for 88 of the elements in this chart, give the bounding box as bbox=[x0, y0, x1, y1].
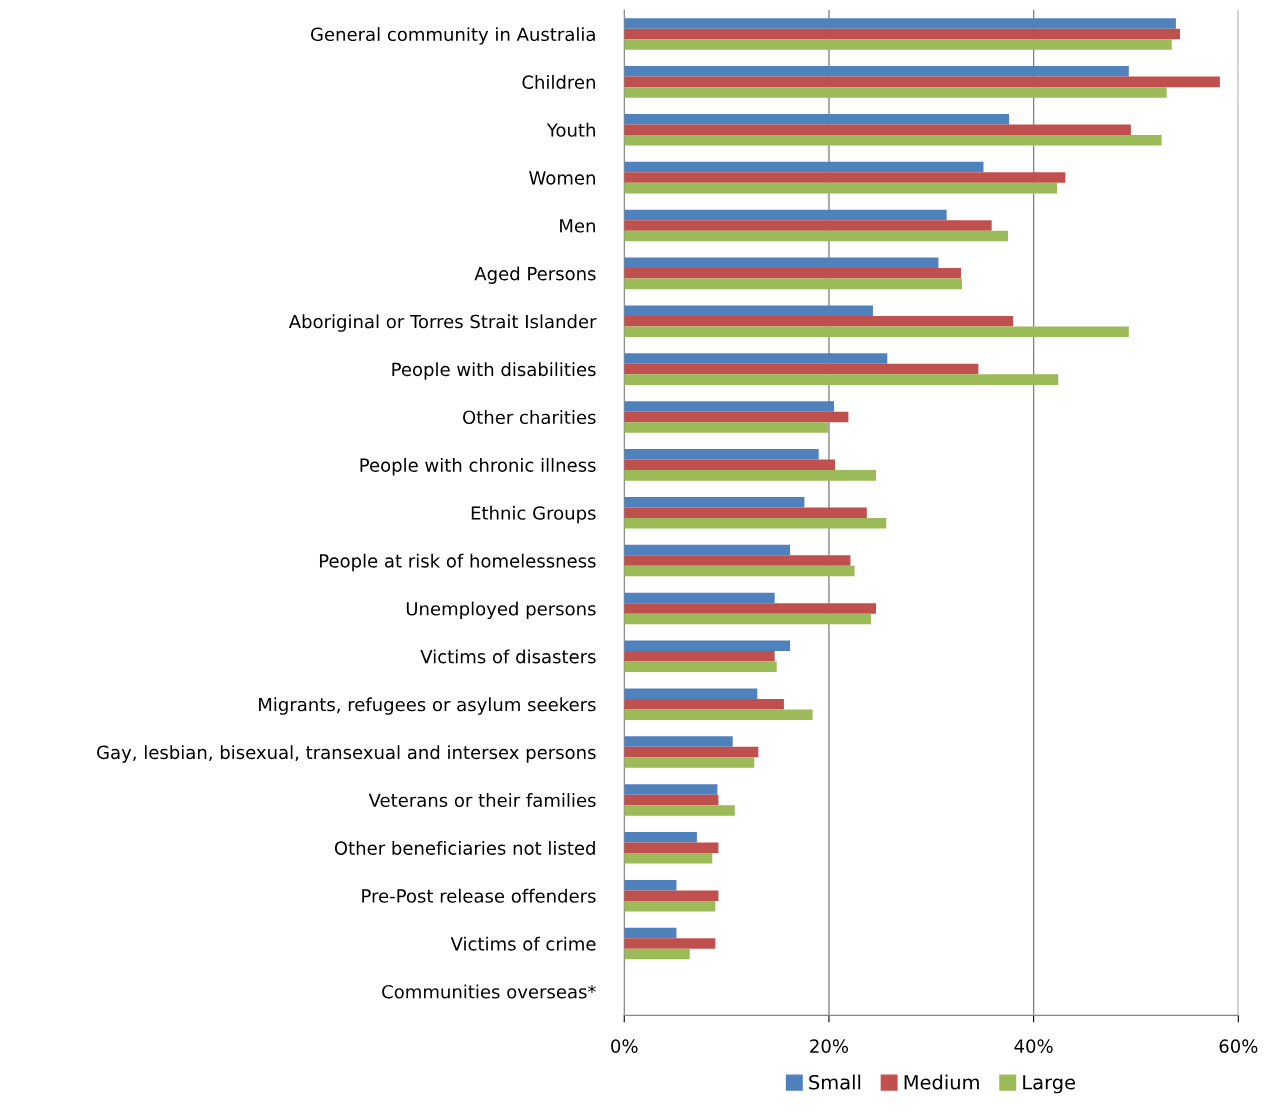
bar bbox=[624, 507, 867, 518]
bar bbox=[624, 230, 1009, 242]
bar bbox=[624, 411, 849, 423]
bar bbox=[624, 76, 1220, 88]
bar bbox=[624, 565, 855, 577]
legend-label: Medium bbox=[904, 1074, 979, 1090]
y-tick-label: Aboriginal or Torres Strait Islander bbox=[288, 314, 597, 332]
legend-label: Large bbox=[1023, 1075, 1076, 1094]
bar bbox=[624, 257, 939, 269]
bar bbox=[624, 326, 1129, 338]
bar bbox=[624, 592, 775, 604]
bar bbox=[624, 709, 813, 720]
x-tick-label: 0% bbox=[611, 1039, 638, 1053]
bar bbox=[624, 613, 871, 625]
y-tick-label: Unemployed persons bbox=[406, 601, 596, 620]
bar bbox=[624, 268, 961, 279]
x-tick-label: 40% bbox=[1014, 1039, 1053, 1053]
bar bbox=[624, 66, 1129, 77]
bar bbox=[624, 640, 791, 652]
bar bbox=[624, 459, 836, 471]
y-tick-label: People at risk of homelessness bbox=[319, 553, 596, 572]
bar bbox=[624, 401, 835, 412]
bar bbox=[624, 135, 1162, 146]
x-tick-label: 20% bbox=[810, 1039, 849, 1053]
bar bbox=[624, 890, 719, 901]
bar bbox=[624, 688, 758, 699]
bar bbox=[624, 517, 887, 529]
y-tick-label: Women bbox=[529, 171, 595, 185]
bar bbox=[624, 805, 735, 816]
bar bbox=[624, 603, 877, 614]
bar bbox=[624, 113, 1010, 125]
bar bbox=[624, 374, 1059, 385]
y-tick-label: Victims of crime bbox=[450, 936, 596, 951]
y-tick-label: Children bbox=[522, 75, 595, 89]
bar bbox=[624, 661, 777, 673]
bar bbox=[624, 842, 719, 854]
y-tick-label: Victims of disasters bbox=[420, 649, 596, 664]
y-tick-label: Other charities bbox=[463, 410, 596, 425]
bar bbox=[624, 938, 716, 949]
legend-label: Small bbox=[809, 1074, 861, 1090]
y-tick-label: Other beneficiaries not listed bbox=[334, 840, 595, 855]
x-tick-label: 60% bbox=[1219, 1039, 1258, 1053]
bar bbox=[624, 736, 733, 747]
bar bbox=[624, 927, 677, 939]
bar bbox=[624, 832, 697, 843]
bar bbox=[624, 172, 1066, 183]
bar bbox=[624, 220, 992, 231]
bar bbox=[624, 784, 718, 795]
y-tick-label: Migrants, refugees or asylum seekers bbox=[259, 697, 596, 715]
bar bbox=[624, 209, 947, 221]
bar bbox=[624, 746, 759, 758]
y-tick-label: Gay, lesbian, bisexual, transexual and intersex persons bbox=[97, 745, 596, 763]
bar bbox=[624, 879, 677, 891]
y-tick-label: Pre-Post release offenders bbox=[362, 888, 596, 903]
bar bbox=[624, 544, 791, 556]
y-tick-label: People with chronic illness bbox=[360, 457, 596, 476]
bar bbox=[624, 87, 1167, 98]
bar bbox=[624, 900, 716, 912]
bar bbox=[624, 794, 719, 806]
bar bbox=[624, 948, 690, 960]
bar bbox=[624, 39, 1172, 50]
bar bbox=[624, 28, 1180, 40]
y-tick-label: Men bbox=[560, 219, 595, 233]
y-tick-label: Ethnic Groups bbox=[471, 505, 596, 524]
y-tick-label: Aged Persons bbox=[474, 266, 596, 284]
bar bbox=[624, 757, 755, 768]
bar bbox=[624, 555, 851, 566]
bar bbox=[624, 363, 979, 375]
bar bbox=[624, 18, 1176, 29]
bar bbox=[624, 470, 877, 481]
y-tick-label: People with disabilities bbox=[392, 362, 596, 380]
y-tick-label: Veterans or their families bbox=[368, 793, 596, 808]
bar bbox=[624, 124, 1131, 135]
bar bbox=[624, 449, 819, 460]
bar bbox=[624, 353, 888, 364]
y-tick-label: General community in Australia bbox=[310, 27, 595, 45]
bar bbox=[624, 315, 1014, 327]
y-tick-label: Youth bbox=[546, 122, 595, 137]
y-tick-label: Communities overseas* bbox=[382, 984, 596, 999]
bar bbox=[624, 278, 962, 290]
bar bbox=[624, 853, 713, 864]
bar bbox=[624, 651, 775, 662]
bar bbox=[624, 496, 805, 508]
bar bbox=[624, 698, 784, 710]
bar bbox=[624, 182, 1058, 194]
bar bbox=[624, 422, 828, 433]
bar bbox=[624, 161, 984, 173]
bar bbox=[624, 305, 873, 316]
